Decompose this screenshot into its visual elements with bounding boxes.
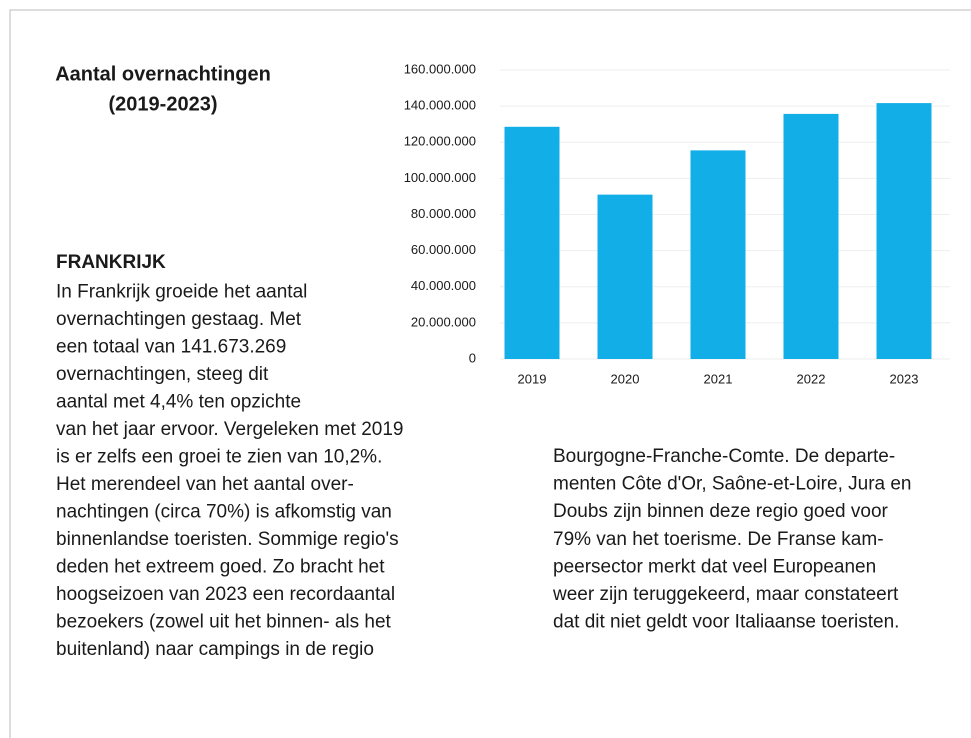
- paragraph-line: Het merendeel van het aantal over-: [56, 474, 354, 495]
- chart-title: Aantal overnachtingen: [55, 63, 271, 85]
- bar: [690, 150, 746, 359]
- bar: [783, 113, 839, 359]
- paragraph-line: deden het extreem goed. Zo bracht het: [56, 557, 385, 578]
- frame: [9, 9, 971, 738]
- y-tick-label: 100.000.000: [404, 170, 476, 185]
- bar: [876, 103, 932, 359]
- paragraph-line: weer zijn teruggekeerd, maar constateert: [552, 584, 899, 605]
- x-tick-label: 2021: [704, 371, 733, 386]
- bar: [597, 194, 653, 359]
- paragraph-line: is er zelfs een groei te zien van 10,2%.: [56, 447, 382, 468]
- y-tick-label: 160.000.000: [404, 61, 476, 76]
- paragraph-line: Doubs zijn binnen deze regio goed voor: [553, 501, 889, 522]
- x-tick-label: 2020: [611, 371, 640, 386]
- paragraph-line: bezoekers (zowel uit het binnen- als het: [56, 612, 392, 633]
- paragraph-line: hoogseizoen van 2023 een recordaantal: [56, 584, 395, 605]
- x-tick-label: 2022: [797, 371, 826, 386]
- x-tick-label: 2023: [890, 371, 919, 386]
- y-tick-label: 140.000.000: [404, 98, 476, 113]
- paragraph-line: een totaal van 141.673.269: [56, 337, 286, 358]
- paragraph-line: overnachtingen gestaag. Met: [56, 309, 302, 330]
- paragraph-line: overnachtingen, steeg dit: [56, 364, 269, 385]
- y-tick-label: 20.000.000: [411, 314, 476, 329]
- y-tick-label: 120.000.000: [404, 134, 476, 149]
- paragraph-line: peersector merkt dat veel Europeanen: [553, 556, 876, 577]
- paragraph-line: menten Côte d'Or, Saône-et-Loire, Jura e…: [553, 474, 912, 495]
- paragraph-line: aantal met 4,4% ten opzichte: [56, 392, 301, 413]
- y-tick-label: 40.000.000: [411, 278, 476, 293]
- paragraph-line: In Frankrijk groeide het aantal: [56, 282, 307, 303]
- y-tick-label: 60.000.000: [411, 242, 476, 257]
- chart-title: (2019-2023): [109, 93, 218, 115]
- x-tick-label: 2019: [518, 371, 547, 386]
- paragraph-line: binnenlandse toeristen. Sommige regio's: [56, 529, 399, 550]
- paragraph-line: nachtingen (circa 70%) is afkomstig van: [56, 502, 392, 523]
- paragraph-line: buitenland) naar campings in de regio: [56, 639, 374, 660]
- paragraph-line: van het jaar ervoor. Vergeleken met 2019: [56, 419, 404, 440]
- paragraph-line: 79% van het toerisme. De Franse kam-: [553, 529, 884, 550]
- section-heading: FRANKRIJK: [56, 252, 166, 273]
- y-tick-label: 0: [469, 350, 476, 365]
- bar: [504, 126, 560, 359]
- y-tick-label: 80.000.000: [411, 206, 476, 221]
- paragraph-line: Bourgogne-Franche-Comte. De departe-: [553, 446, 895, 467]
- paragraph-line: dat dit niet geldt voor Italiaanse toeri…: [553, 612, 899, 633]
